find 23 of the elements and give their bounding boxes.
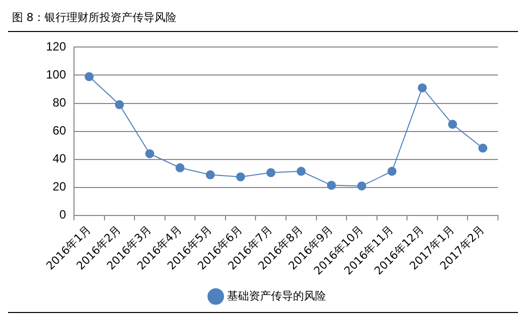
chart-title: 图 8：银行理财所投资产传导风险 (8, 8, 518, 32)
point (418, 83, 427, 92)
point (266, 168, 276, 178)
point (84, 72, 94, 82)
point (145, 149, 154, 158)
point (236, 172, 246, 182)
point (206, 170, 215, 180)
y-tick-label: 20 (52, 180, 66, 194)
point (326, 180, 336, 190)
point (114, 100, 124, 110)
point (478, 144, 488, 153)
point (357, 181, 366, 190)
y-tick-label: 40 (52, 152, 66, 166)
point (296, 166, 306, 176)
y-tick-label: 100 (46, 68, 66, 82)
y-tick-label: 80 (52, 96, 66, 110)
legend-label: 基础资产传导的风险 (226, 289, 326, 302)
y-tick-label: 60 (52, 124, 66, 138)
point (448, 120, 458, 129)
point (176, 163, 185, 172)
point (388, 166, 397, 176)
y-tick-label: 120 (46, 40, 66, 54)
y-tick-label: 0 (59, 208, 66, 222)
